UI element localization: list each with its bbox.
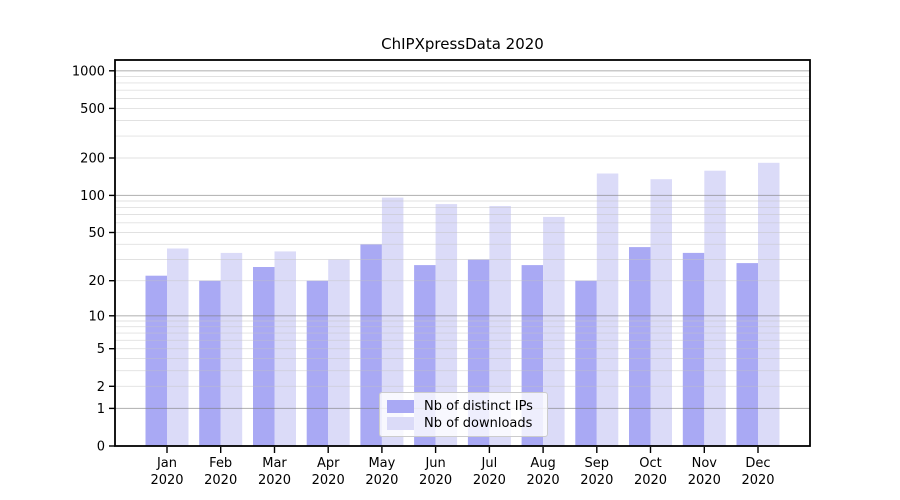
bar-feb-nb-of-downloads [220,252,243,446]
x-tick-label-year: 2020 [741,473,774,488]
minor-gridlines [115,76,810,387]
x-tick-label-month: Jan [156,456,177,471]
x-tick-label-year: 2020 [527,473,560,488]
x-tick-label-month: Nov [692,456,718,471]
bar-sep-nb-of-downloads [596,173,619,446]
y-tick-labels: 0 1 2 5 10 20 50 100 200 500 1000 [72,64,105,454]
bar-jan-nb-of-distinct-ips [145,275,167,446]
x-tick-label-year: 2020 [204,473,237,488]
x-tick-label-month: Jun [424,456,445,471]
y-tick-label: 2 [97,380,105,395]
y-tick-label: 5 [97,342,105,357]
y-tick-label: 1 [97,402,105,417]
bar-oct-nb-of-downloads [650,179,672,446]
y-tick-label: 500 [80,102,105,117]
x-tick-label-month: Mar [262,456,287,471]
bar-may-nb-of-distinct-ips [360,244,382,446]
bar-oct-nb-of-distinct-ips [629,247,651,446]
x-tick-label-month: May [368,456,395,471]
bar-feb-nb-of-distinct-ips [199,280,221,446]
x-tick-label-year: 2020 [580,473,613,488]
bar-nov-nb-of-downloads [704,170,726,446]
x-tick-label-month: Oct [639,456,661,471]
y-tick-label: 200 [80,152,105,167]
bar-apr-nb-of-downloads [328,259,350,446]
y-tick-label: 50 [88,226,105,241]
x-tick-label-month: Sep [585,456,610,471]
y-tick-label: 0 [97,440,105,455]
legend-item-distinct-ips: Nb of distinct IPs [387,398,540,414]
bar-dec-nb-of-distinct-ips [736,263,758,446]
legend-item-downloads: Nb of downloads [387,415,540,431]
bar-sep-nb-of-distinct-ips [575,280,597,446]
x-tick-label-year: 2020 [312,473,345,488]
x-tick-label-month: Aug [530,456,555,471]
legend-label-downloads: Nb of downloads [424,415,533,431]
x-tick-label-month: Feb [209,456,232,471]
x-tick-label-month: Jul [481,456,498,471]
x-tick-label-year: 2020 [688,473,721,488]
y-tick-label: 1000 [72,64,105,79]
tick-marks [109,70,759,453]
legend: Nb of distinct IPs Nb of downloads [379,392,548,437]
x-tick-label-year: 2020 [365,473,398,488]
bar-apr-nb-of-distinct-ips [306,280,329,446]
bar-jun-nb-of-downloads [435,204,458,446]
legend-swatch-downloads [387,416,414,430]
x-tick-label-year: 2020 [150,473,183,488]
bar-mar-nb-of-distinct-ips [253,267,275,446]
x-tick-label-month: Apr [317,456,340,471]
chart-title: ChIPXpressData 2020 [381,35,544,53]
bar-jan-nb-of-downloads [167,248,189,446]
y-tick-label: 20 [88,274,105,289]
x-tick-label-month: Dec [745,456,770,471]
x-tick-labels: Jan 2020 Feb 2020 Mar 2020 Apr 2020 May 2020 Jun 20… [150,456,774,488]
x-tick-label-year: 2020 [473,473,506,488]
bars-nb-of-downloads [167,162,780,447]
axes-frame [114,59,811,447]
bar-dec-nb-of-downloads [758,162,780,447]
y-tick-label: 10 [88,309,105,324]
x-tick-label-year: 2020 [634,473,667,488]
bar-nov-nb-of-distinct-ips [682,252,705,446]
x-tick-label-year: 2020 [419,473,452,488]
legend-label-distinct-ips: Nb of distinct IPs [424,398,533,414]
x-tick-label-year: 2020 [258,473,291,488]
bar-aug-nb-of-downloads [543,216,565,446]
legend-swatch-distinct-ips [387,399,414,413]
y-tick-label: 100 [80,189,105,204]
